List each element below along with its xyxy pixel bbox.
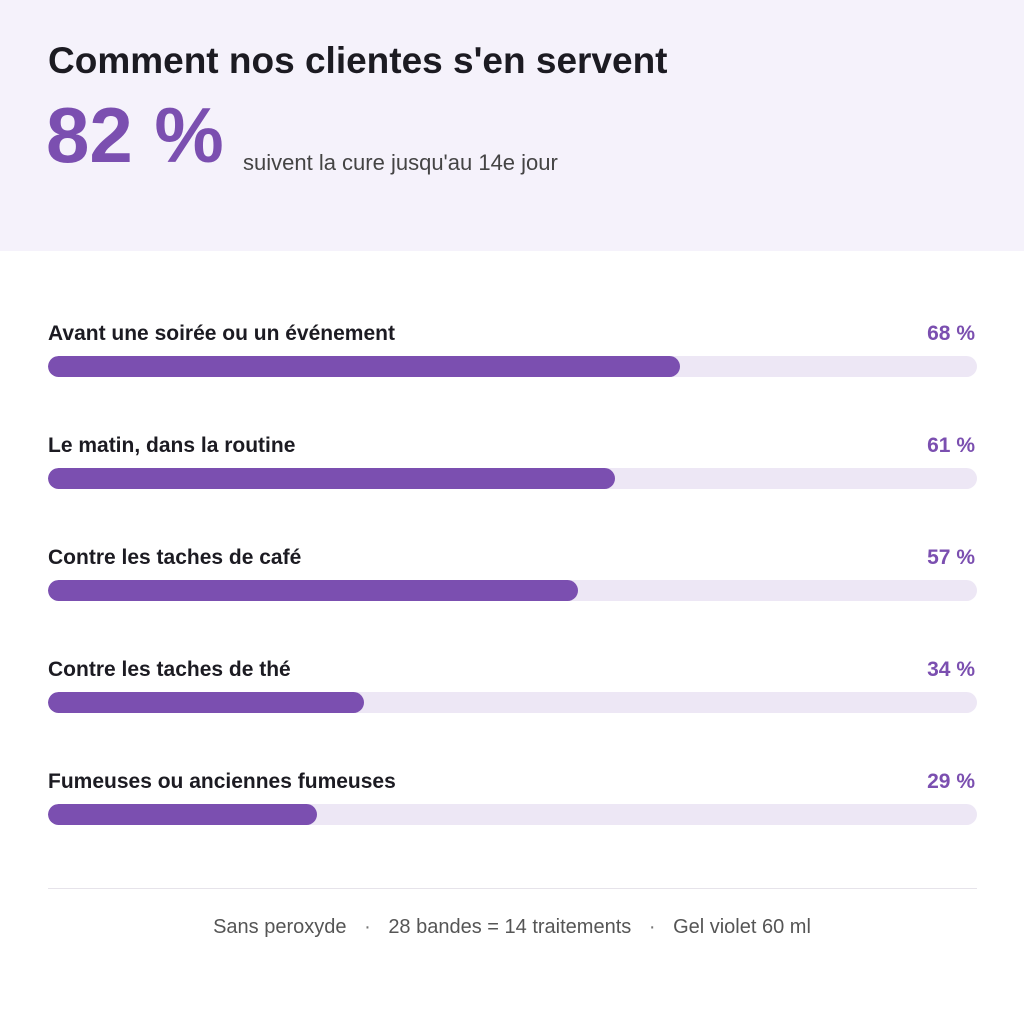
- bar: [48, 356, 680, 377]
- bar: [48, 580, 578, 601]
- bar-row: Contre les taches de café 57 %: [48, 544, 977, 656]
- bar-track: [48, 468, 977, 489]
- bar: [48, 468, 615, 489]
- bar-track: [48, 692, 977, 713]
- bar-value-label: 57 %: [927, 546, 975, 569]
- bar-row: Le matin, dans la routine 61 %: [48, 432, 977, 544]
- divider: [48, 888, 977, 889]
- bar-track: [48, 580, 977, 601]
- bar: [48, 804, 318, 825]
- headline-stat-value: 82 %: [46, 91, 224, 179]
- headline-stat-caption: suivent la cure jusqu'au 14e jour: [243, 150, 558, 175]
- bar-value-label: 68 %: [927, 322, 975, 345]
- bar-track: [48, 804, 977, 825]
- bar-label: Contre les taches de thé: [48, 658, 291, 681]
- footer-item-peroxide: Sans peroxyde: [213, 916, 347, 938]
- bar-label: Avant une soirée ou un événement: [48, 322, 395, 345]
- bar-row: Contre les taches de thé 34 %: [48, 656, 977, 768]
- footer: Sans peroxyde · 28 bandes = 14 traitemen…: [0, 916, 1024, 939]
- footer-item-strips: 28 bandes = 14 traitements: [388, 916, 632, 938]
- bar-value-label: 34 %: [927, 658, 975, 681]
- bar-track: [48, 356, 977, 377]
- bar-label: Le matin, dans la routine: [48, 434, 296, 457]
- bar-value-label: 29 %: [927, 770, 975, 793]
- bar-row: Fumeuses ou anciennes fumeuses 29 %: [48, 768, 977, 880]
- bar-row: Avant une soirée ou un événement 68 %: [48, 320, 977, 432]
- bar-label: Fumeuses ou anciennes fumeuses: [48, 770, 396, 793]
- page-title: Comment nos clientes s'en servent: [48, 40, 668, 81]
- footer-separator: ·: [648, 916, 656, 938]
- bar-value-label: 61 %: [927, 434, 975, 457]
- bar-chart: Avant une soirée ou un événement 68 % Le m…: [48, 320, 977, 880]
- footer-item-gel: Gel violet 60 ml: [673, 916, 811, 938]
- bar-label: Contre les taches de café: [48, 546, 302, 569]
- bar: [48, 692, 364, 713]
- header-panel: Comment nos clientes s'en servent 82 % s…: [0, 0, 1024, 251]
- footer-separator: ·: [364, 916, 371, 938]
